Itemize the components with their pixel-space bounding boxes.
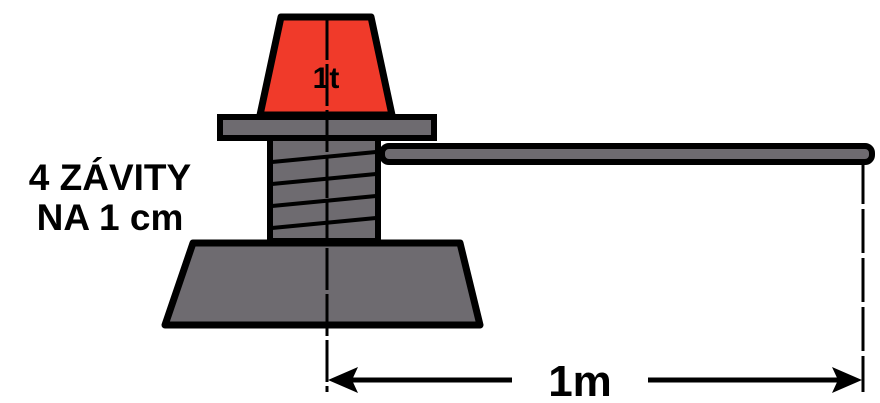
weight-label: 1t — [313, 62, 340, 95]
thread-label-line1: 4 ZÁVITY — [29, 157, 192, 198]
thread-label-line2: NA 1 cm — [37, 197, 184, 238]
distance-label: 1m — [548, 357, 612, 403]
jack-base — [165, 243, 480, 325]
lever-arm — [382, 146, 872, 162]
